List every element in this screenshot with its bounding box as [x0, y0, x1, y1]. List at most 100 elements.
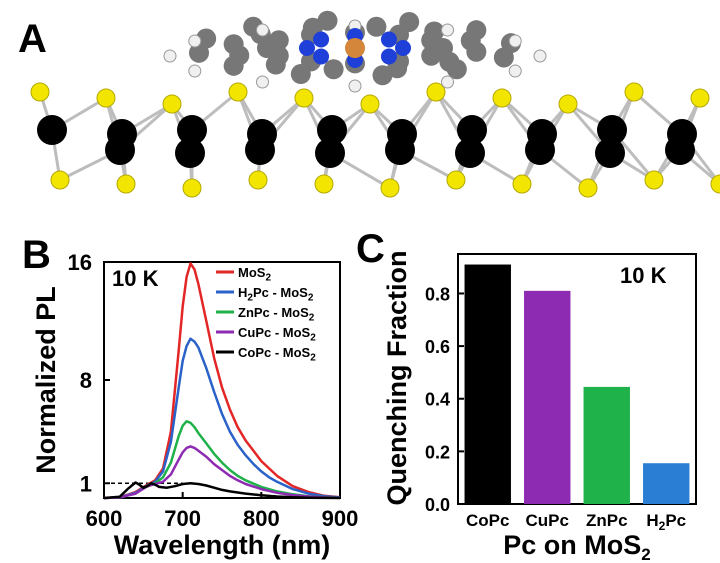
- series-line: [103, 420, 341, 500]
- molecular-structure-illustration: [30, 10, 720, 198]
- temperature-label-b: 10 K: [112, 266, 159, 291]
- sulfur-atom: [558, 94, 578, 114]
- hydrogen-atom: [163, 49, 177, 63]
- sulfur-atom: [294, 88, 314, 108]
- panel-label-c: C: [356, 227, 385, 271]
- category-label: H2Pc: [646, 511, 686, 533]
- hydrogen-atom: [533, 49, 547, 63]
- x-tick-label-b: 800: [243, 506, 280, 531]
- sulfur-atom: [492, 88, 512, 108]
- sulfur-atom: [644, 170, 664, 190]
- x-axis-title-b: Wavelength (nm): [114, 530, 331, 560]
- sulfur-atom: [96, 88, 116, 108]
- molybdenum-atom: [315, 138, 345, 168]
- nitrogen-atom: [313, 48, 330, 65]
- sulfur-atom: [228, 82, 248, 102]
- molybdenum-atom: [245, 135, 275, 165]
- sulfur-atom: [578, 178, 598, 198]
- carbon-atom: [223, 34, 244, 55]
- sulfur-atom: [624, 82, 644, 102]
- sulfur-atom: [30, 82, 50, 102]
- series-line: [103, 337, 341, 500]
- sulfur-atom: [426, 82, 446, 102]
- panel-label-a: A: [18, 17, 47, 61]
- molybdenum-atom: [665, 135, 695, 165]
- sulfur-atom: [162, 94, 182, 114]
- carbon-atom: [196, 28, 217, 49]
- legend-entry: CoPc - MoS2: [238, 345, 316, 364]
- sulfur-atom: [446, 170, 466, 190]
- sulfur-atom: [314, 174, 334, 194]
- x-axis-title-c: Pc on MoS2: [503, 530, 650, 563]
- molybdenum-atom: [317, 115, 347, 145]
- molybdenum-atom: [177, 115, 207, 145]
- nitrogen-atom: [380, 31, 397, 48]
- y-tick-label-c: 0.8: [425, 284, 450, 304]
- molybdenum-atom: [525, 135, 555, 165]
- sulfur-atom: [360, 94, 380, 114]
- carbon-atom: [460, 30, 481, 51]
- y-tick-label-c: 0.2: [425, 442, 450, 462]
- quenching-bar-chart: 10 K Quenching Fraction Pc on MoS2 CoPc C…: [382, 250, 697, 563]
- hydrogen-atom: [188, 34, 202, 48]
- sulfur-atom: [380, 178, 400, 198]
- hydrogen-atom: [508, 34, 522, 48]
- carbon-atom: [366, 16, 387, 37]
- carbon-atom: [421, 30, 442, 51]
- molybdenum-atom: [597, 115, 627, 145]
- hydrogen-atom: [441, 23, 454, 37]
- sulfur-atom: [248, 170, 268, 190]
- metal-center-atom: [345, 38, 365, 58]
- carbon-atom: [372, 65, 393, 86]
- temperature-label-c: 10 K: [620, 263, 667, 288]
- y-axis-title-b: Normalized PL: [31, 286, 61, 474]
- bar-znpc: [583, 386, 630, 504]
- molybdenum-atom: [175, 138, 205, 168]
- bar-h2pc: [643, 463, 690, 504]
- nitrogen-atom: [313, 31, 330, 48]
- y-tick-label-b: 16: [68, 250, 92, 275]
- sulfur-atom: [710, 174, 720, 194]
- molybdenum-atom: [455, 138, 485, 168]
- y-tick-label-c: 0.4: [425, 390, 450, 410]
- category-label: ZnPc: [586, 511, 628, 530]
- sulfur-atom: [512, 174, 532, 194]
- plot-frame-c: [457, 253, 697, 505]
- legend-entry: MoS2: [238, 265, 271, 284]
- molybdenum-atom: [105, 135, 135, 165]
- hydrogen-atom: [256, 23, 269, 37]
- legend-entry: H2Pc - MoS2: [238, 285, 314, 304]
- panel-label-b: B: [22, 233, 51, 277]
- bar-copc: [464, 264, 511, 504]
- carbon-atom: [421, 45, 442, 66]
- carbon-atom: [323, 59, 344, 80]
- carbon-atom: [446, 59, 467, 80]
- pl-spectra-chart: 10 K Wavelength (nm) Normalized PL 600 70…: [31, 250, 358, 560]
- y-tick-label-b: 1: [80, 471, 92, 496]
- molybdenum-atom: [385, 135, 415, 165]
- x-tick-label-b: 600: [86, 506, 123, 531]
- carbon-atom: [317, 10, 338, 31]
- sulfur-atom: [116, 174, 136, 194]
- sulfur-atom: [182, 178, 202, 198]
- legend-entry: CuPc - MoS2: [238, 325, 316, 344]
- molybdenum-atom: [595, 138, 625, 168]
- y-tick-label-b: 8: [80, 368, 92, 393]
- molybdenum-atom: [37, 115, 67, 145]
- series-line: [103, 481, 341, 500]
- hydrogen-atom: [256, 75, 269, 89]
- sulfur-atom: [690, 88, 710, 108]
- hydrogen-atom: [508, 64, 522, 78]
- y-axis-title-c: Quenching Fraction: [382, 250, 412, 505]
- y-tick-label-c: 0.6: [425, 337, 450, 357]
- hydrogen-atom: [441, 75, 454, 89]
- sulfur-atom: [50, 170, 70, 190]
- x-tick-label-b: 700: [164, 506, 201, 531]
- nitrogen-atom: [380, 48, 397, 65]
- molybdenum-atom: [457, 115, 487, 145]
- hydrogen-atom: [348, 79, 362, 93]
- hydrogen-atom: [188, 64, 202, 78]
- bar-cupc: [524, 290, 571, 504]
- y-tick-label-c: 0.0: [425, 495, 450, 515]
